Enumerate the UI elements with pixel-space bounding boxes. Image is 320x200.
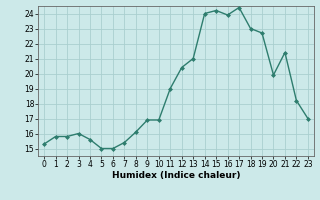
X-axis label: Humidex (Indice chaleur): Humidex (Indice chaleur) (112, 171, 240, 180)
